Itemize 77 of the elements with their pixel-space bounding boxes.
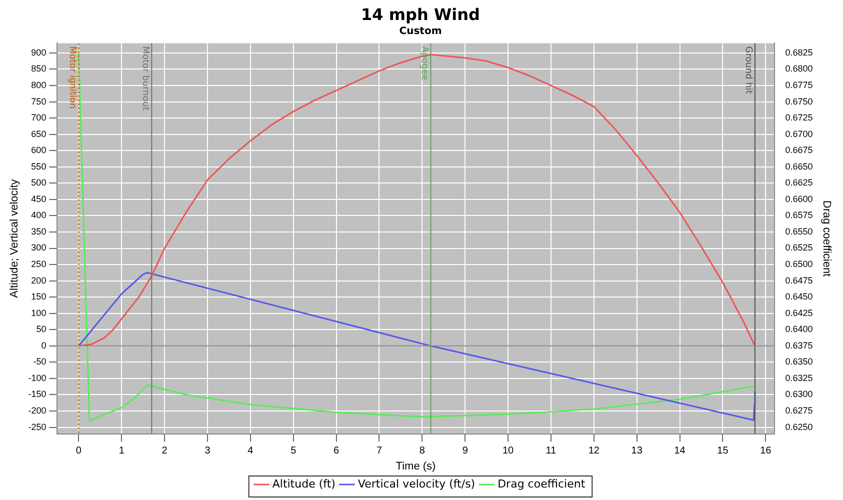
x-tick-label: 2 <box>162 446 168 457</box>
y2-tick-label: 0.6575 <box>785 210 813 220</box>
y-tick-label: 900 <box>31 47 46 58</box>
x-tick-label: 11 <box>546 446 557 457</box>
y-tick-label: -200 <box>28 406 46 416</box>
y-tick-label: 500 <box>31 178 46 188</box>
y-tick-label: 100 <box>31 308 46 318</box>
y-tick-label: 750 <box>31 96 46 106</box>
x-tick-label: 1 <box>118 446 125 457</box>
ref-line-label: Motor burnout <box>140 46 150 111</box>
ref-line-label: Motor ignition <box>66 46 77 109</box>
y2-tick-label: 0.6550 <box>785 226 813 236</box>
y2-tick-label: 0.6325 <box>785 372 813 383</box>
y2-tick-label: 0.6275 <box>785 406 813 416</box>
y2-tick-label: 0.6400 <box>785 324 813 334</box>
y-tick-label: 0 <box>41 340 46 350</box>
y-tick-label: 150 <box>31 292 46 302</box>
y2-tick-label: 0.6425 <box>785 308 813 318</box>
y-tick-label: 400 <box>31 210 46 220</box>
y-tick-label: 300 <box>31 242 46 253</box>
y2-tick-label: 0.6350 <box>785 356 813 367</box>
y-tick-label: 350 <box>31 226 46 236</box>
legend-label: Drag coefficient <box>498 477 586 490</box>
x-tick-label: 15 <box>717 446 729 457</box>
y-tick-label: 650 <box>31 128 46 139</box>
x-tick-label: 5 <box>290 446 297 457</box>
y-axis-title: Altitude; Vertical velocity <box>8 178 21 298</box>
y-tick-label: 600 <box>31 145 46 156</box>
y2-axis-title: Drag coefficient <box>820 200 832 277</box>
chart-title: 14 mph Wind <box>361 4 480 24</box>
y-tick-label: 700 <box>31 112 46 123</box>
x-tick-label: 0 <box>76 446 82 457</box>
x-tick-label: 16 <box>760 446 772 457</box>
x-tick-label: 9 <box>462 446 468 457</box>
x-tick-label: 6 <box>334 446 340 457</box>
y2-tick-label: 0.6375 <box>785 340 813 350</box>
y2-tick-label: 0.6525 <box>785 242 813 253</box>
x-tick-label: 14 <box>674 446 686 457</box>
ref-line-label: Ground hit <box>743 46 754 94</box>
y2-tick-label: 0.6675 <box>785 145 813 156</box>
y2-tick-label: 0.6300 <box>785 389 813 400</box>
y2-tick-label: 0.6750 <box>785 96 813 106</box>
y-tick-label: 800 <box>31 80 46 90</box>
y-tick-label: -150 <box>28 389 46 400</box>
legend-label: Vertical velocity (ft/s) <box>358 477 476 490</box>
x-tick-label: 7 <box>376 446 382 457</box>
y2-tick-label: 0.6500 <box>785 259 813 270</box>
y-tick-label: 850 <box>31 64 46 74</box>
y2-tick-label: 0.6450 <box>785 292 813 302</box>
chart-subtitle: Custom <box>399 26 442 37</box>
y-tick-label: -250 <box>28 422 46 432</box>
x-axis-title: Time (s) <box>396 460 436 472</box>
y-tick-label: -100 <box>28 372 46 383</box>
x-tick-label: 10 <box>502 446 514 457</box>
ref-line-label: Apogee <box>418 46 429 81</box>
y-tick-label: 250 <box>31 259 46 270</box>
x-tick-label: 4 <box>248 446 254 457</box>
y2-tick-label: 0.6700 <box>785 128 813 139</box>
y2-tick-label: 0.6250 <box>785 422 813 432</box>
y-tick-label: -50 <box>33 356 46 367</box>
y2-tick-label: 0.6800 <box>785 64 813 74</box>
y2-tick-label: 0.6600 <box>785 194 813 204</box>
y2-tick-label: 0.6825 <box>785 47 813 58</box>
y-tick-label: 50 <box>36 324 46 334</box>
y2-tick-label: 0.6475 <box>785 275 813 286</box>
y2-tick-label: 0.6775 <box>785 80 813 90</box>
x-tick-label: 8 <box>419 446 426 457</box>
x-tick-label: 3 <box>204 446 211 457</box>
legend-label: Altitude (ft) <box>272 477 336 490</box>
y2-tick-label: 0.6625 <box>785 178 813 188</box>
y2-tick-label: 0.6725 <box>785 112 813 123</box>
y-tick-label: 200 <box>31 275 46 286</box>
x-tick-label: 12 <box>588 446 600 457</box>
y2-tick-label: 0.6650 <box>785 161 813 172</box>
y-tick-label: 450 <box>31 194 46 204</box>
x-tick-label: 13 <box>631 446 643 457</box>
y-tick-label: 550 <box>31 161 46 172</box>
